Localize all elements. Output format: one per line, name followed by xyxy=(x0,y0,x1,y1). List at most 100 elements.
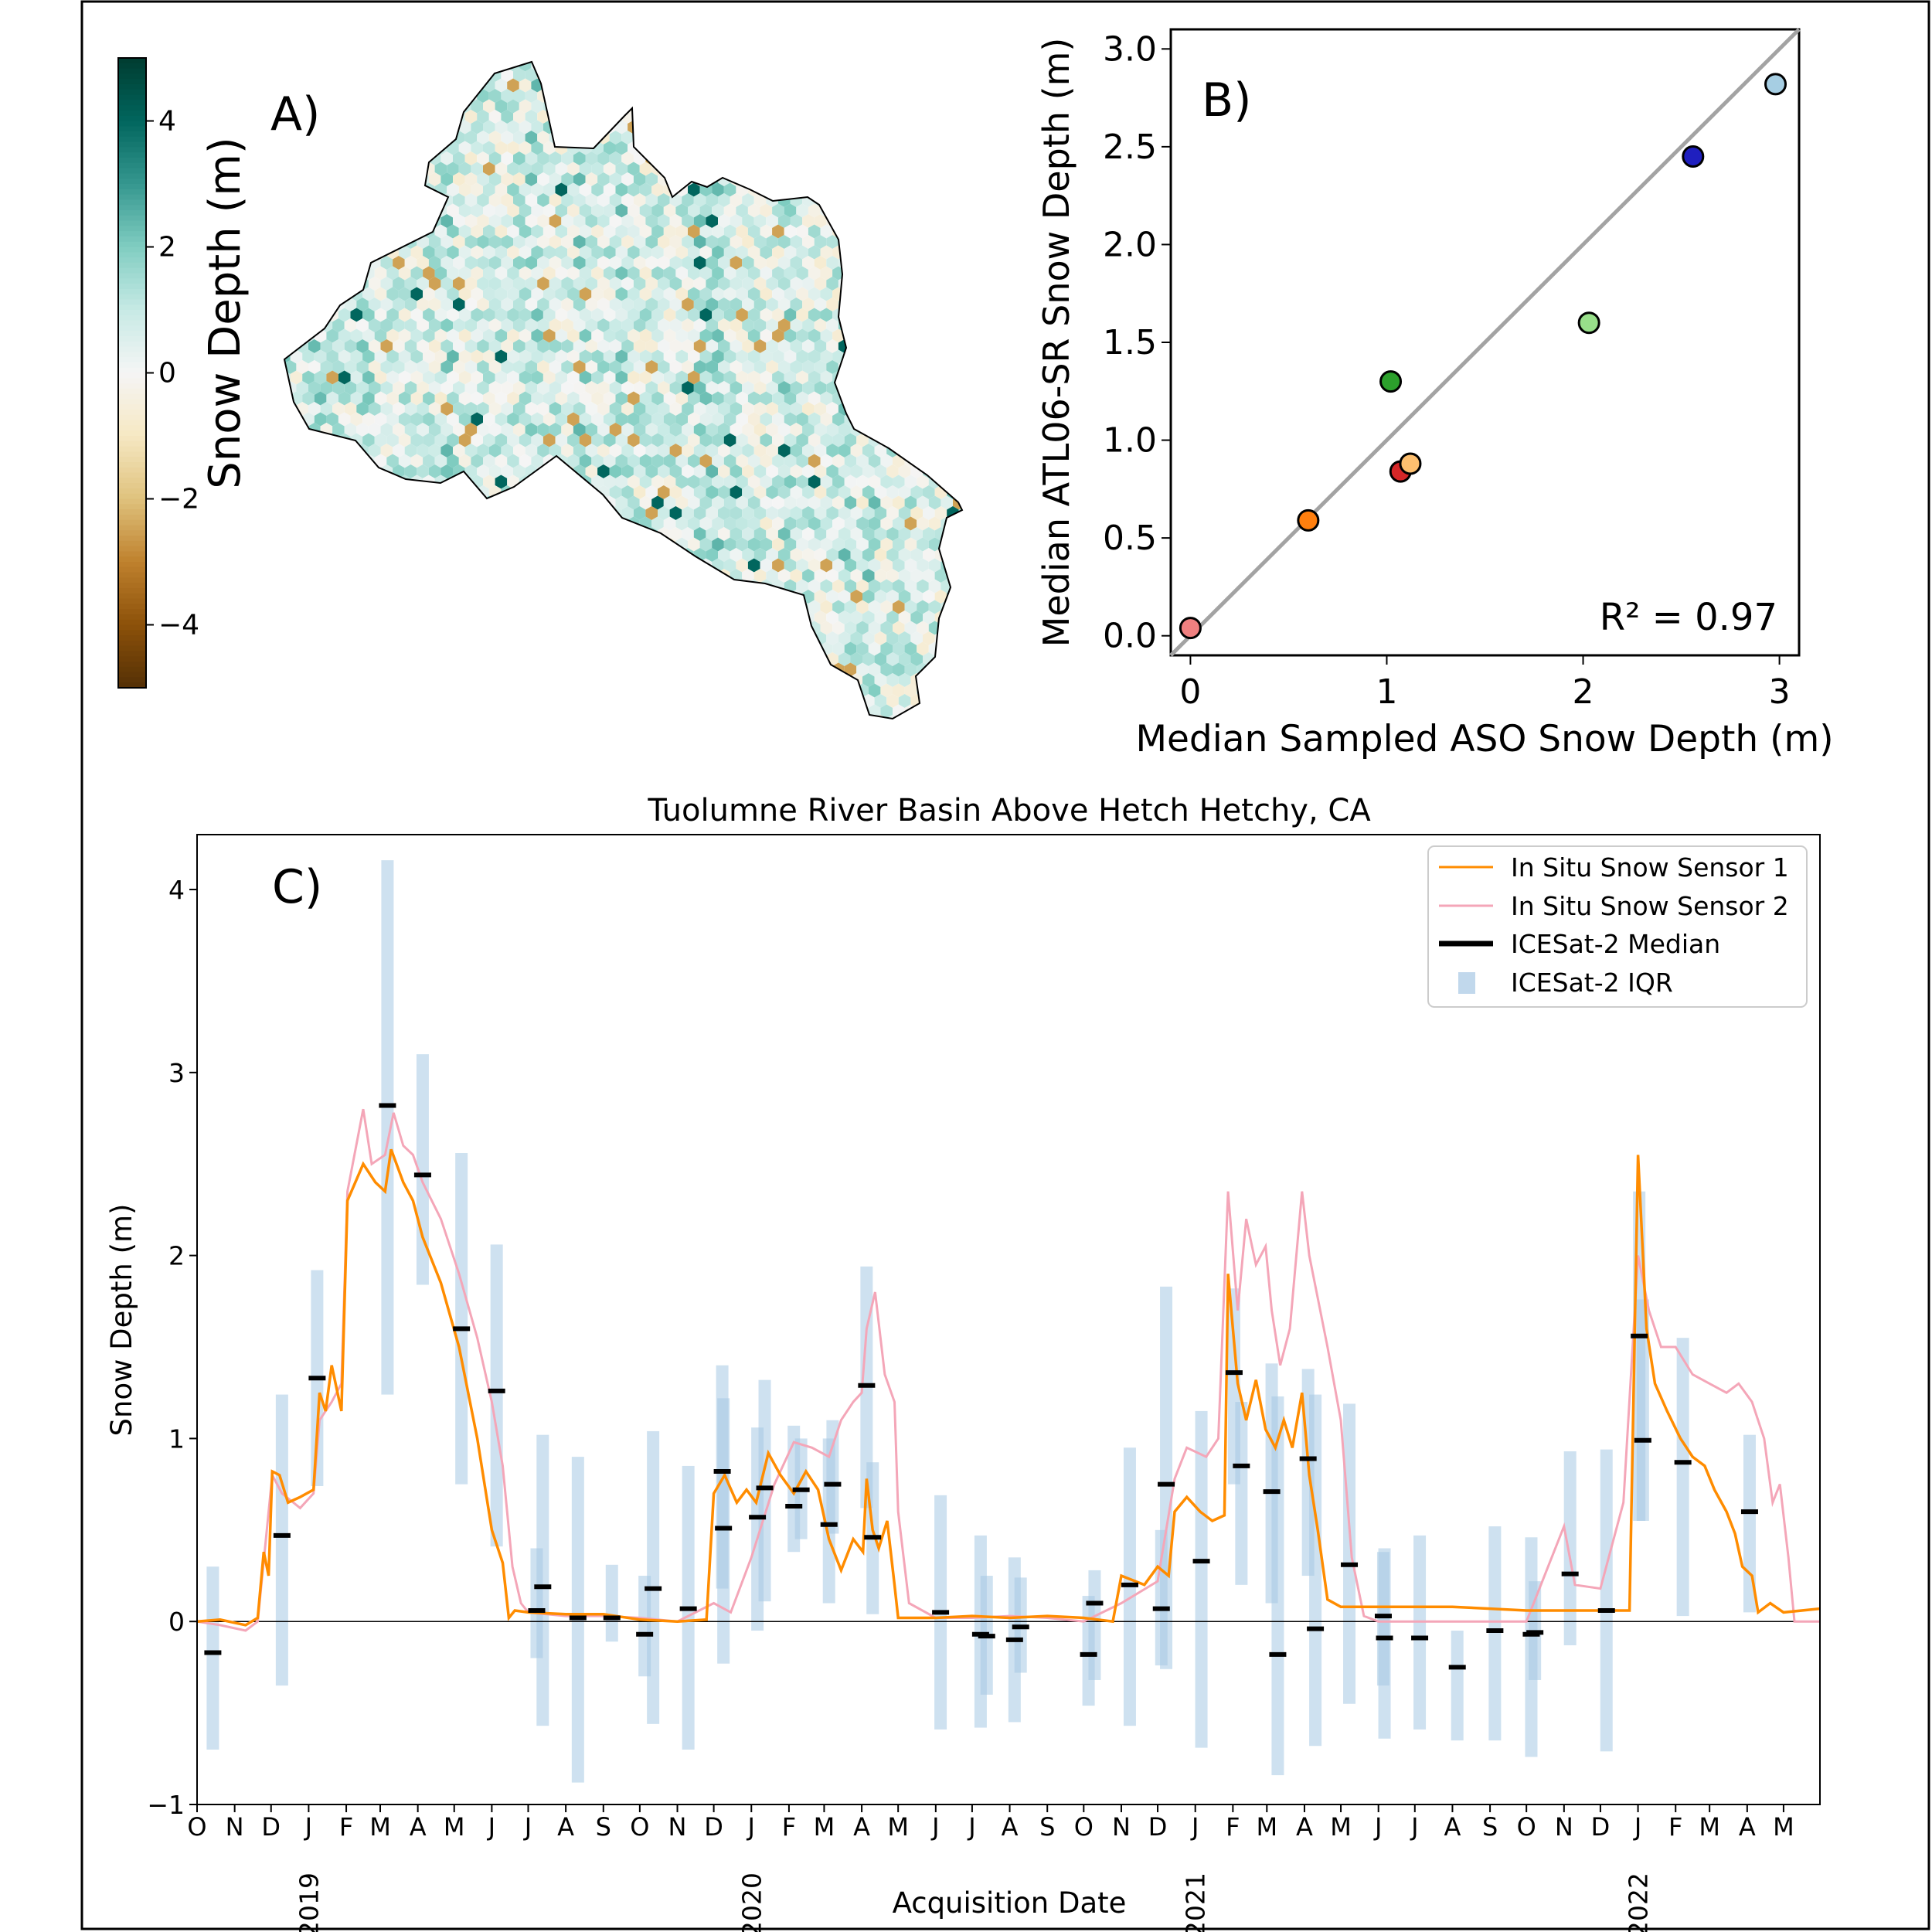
hex-cell xyxy=(747,349,760,364)
hex-cell xyxy=(699,474,713,489)
hex-cell xyxy=(645,402,658,416)
hex-cell xyxy=(567,349,580,364)
hex-cell xyxy=(356,423,369,437)
hex-cell xyxy=(398,370,411,385)
scatter-point xyxy=(1179,617,1202,640)
hex-cell xyxy=(458,182,471,197)
hex-cell xyxy=(880,474,893,489)
hex-cell xyxy=(488,318,502,332)
hex-cell xyxy=(428,381,441,395)
hex-cell xyxy=(374,287,387,301)
colorbar-segment xyxy=(118,651,146,658)
hex-cell xyxy=(326,349,338,364)
hex-cell xyxy=(320,360,333,374)
hex-cell xyxy=(615,308,628,322)
colorbar-segment xyxy=(118,640,146,647)
colorbar-segment xyxy=(118,58,146,64)
hex-cell xyxy=(393,402,405,416)
hex-cell xyxy=(730,339,743,353)
colorbar-segment xyxy=(118,110,146,117)
hex-cell xyxy=(579,391,592,406)
hex-cell xyxy=(688,391,700,406)
hex-cell xyxy=(495,203,508,218)
colorbar-segment xyxy=(118,173,146,180)
hex-cell xyxy=(434,391,447,406)
colorbar-tick-label: −4 xyxy=(158,610,199,641)
timeseries-month-label: D xyxy=(1591,1812,1611,1842)
hex-cell xyxy=(814,464,827,478)
hex-cell xyxy=(682,256,694,270)
hex-cell xyxy=(651,224,664,239)
hex-cell xyxy=(398,266,411,281)
hex-cell xyxy=(423,454,435,468)
hex-cell xyxy=(488,277,502,291)
hex-cell xyxy=(525,235,538,249)
timeseries-month-label: S xyxy=(1482,1812,1498,1842)
hex-cell xyxy=(477,256,489,270)
hex-cell xyxy=(753,214,767,228)
hex-cell xyxy=(790,381,803,395)
hex-cell xyxy=(555,287,568,301)
colorbar-segment xyxy=(118,461,146,468)
hex-cell xyxy=(501,277,513,291)
scatter-y-tick-label: 0.0 xyxy=(1103,617,1157,656)
hex-cell xyxy=(658,360,670,374)
hex-cell xyxy=(639,433,652,447)
hex-cell xyxy=(893,600,905,614)
hex-cell xyxy=(483,474,495,489)
hex-cell xyxy=(609,151,622,165)
hex-cell xyxy=(615,287,628,301)
hex-cell xyxy=(772,495,784,510)
hex-cell xyxy=(693,256,706,270)
hex-cell xyxy=(742,527,754,541)
timeseries-title: Tuolumne River Basin Above Hetch Hetchy,… xyxy=(647,793,1371,828)
hex-cell xyxy=(579,245,592,260)
hex-cell xyxy=(742,235,754,249)
hex-cell xyxy=(753,235,767,249)
hex-cell xyxy=(537,151,549,165)
hex-cell xyxy=(314,412,327,427)
hex-cell xyxy=(675,245,688,260)
hex-cell xyxy=(820,287,833,301)
colorbar-segment xyxy=(118,346,146,353)
hex-cell xyxy=(730,548,743,562)
hex-cell xyxy=(501,318,513,332)
hex-cell xyxy=(645,464,658,478)
hex-cell xyxy=(567,203,580,218)
hex-cell xyxy=(639,287,652,301)
hex-cell xyxy=(766,506,778,520)
hex-cell xyxy=(495,349,508,364)
timeseries-month-label: N xyxy=(668,1812,687,1842)
hex-cell xyxy=(844,558,857,573)
hex-cell xyxy=(802,298,815,311)
hex-cell xyxy=(639,454,652,468)
colorbar-segment xyxy=(118,331,146,337)
hex-cell xyxy=(663,308,676,322)
hex-cell xyxy=(519,245,532,260)
hex-cell xyxy=(777,214,791,228)
hex-cell xyxy=(808,287,821,301)
hex-cell xyxy=(507,370,519,385)
hex-cell xyxy=(428,423,441,437)
hex-cell xyxy=(423,266,435,281)
hex-cell xyxy=(675,391,688,406)
timeseries-month-label: A xyxy=(1002,1812,1019,1842)
hex-cell xyxy=(699,349,713,364)
hex-cell xyxy=(591,328,604,343)
hex-cell xyxy=(603,391,616,406)
hex-cell xyxy=(772,266,784,281)
scatter-y-tick-label: 0.5 xyxy=(1103,519,1157,558)
hex-cell xyxy=(393,256,405,270)
hex-cell xyxy=(561,151,573,165)
hex-cell xyxy=(777,277,791,291)
hex-cell xyxy=(464,235,478,249)
iqr-bar xyxy=(647,1430,660,1724)
hex-cell xyxy=(458,412,471,427)
hex-cell xyxy=(380,444,393,457)
hex-cell xyxy=(464,360,478,374)
hex-cell xyxy=(928,516,941,531)
hex-cell xyxy=(483,349,495,364)
hex-cell xyxy=(802,569,815,583)
hex-cell xyxy=(832,328,845,343)
colorbar-segment xyxy=(118,472,146,479)
